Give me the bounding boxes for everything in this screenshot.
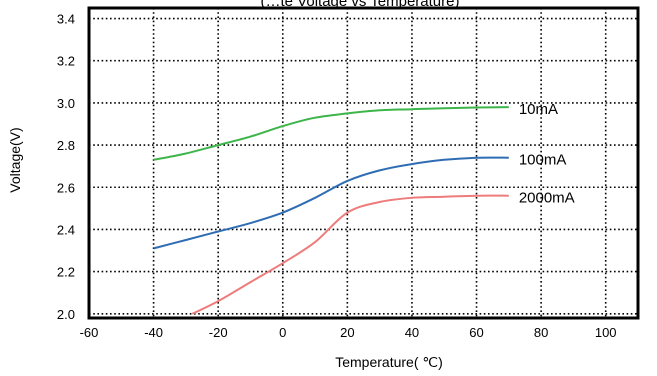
series-label-10mA: 10mA — [519, 101, 558, 118]
series-labels: 10mA 100mA 2000mA — [519, 101, 575, 207]
x-tick-label: 60 — [469, 325, 483, 340]
x-tick-label: -20 — [209, 325, 228, 340]
y-tick-label: 2.8 — [57, 138, 75, 153]
x-tick-label: 0 — [279, 325, 286, 340]
y-tick-label: 3.4 — [57, 12, 75, 27]
series-label-100mA: 100mA — [519, 152, 567, 169]
x-tick-label: 40 — [405, 325, 419, 340]
plot-frame — [87, 6, 640, 320]
tick-labels: -60 -40 -20 0 20 40 60 80 100 2.0 2.2 2.4 2.6 2.8 3.0 3… — [57, 12, 617, 340]
y-tick-label: 2.0 — [57, 307, 75, 322]
y-axis-title: Voltage(V) — [7, 127, 23, 192]
grid — [89, 8, 638, 318]
x-tick-label: -60 — [80, 325, 99, 340]
x-tick-label: 20 — [340, 325, 354, 340]
x-tick-label: -40 — [144, 325, 163, 340]
y-tick-label: 3.2 — [57, 54, 75, 69]
series-line-2000mA — [191, 194, 509, 315]
series-lines — [153, 106, 509, 315]
y-tick-label: 2.4 — [57, 222, 75, 237]
x-tick-label: 100 — [595, 325, 617, 340]
series-label-2000mA: 2000mA — [519, 190, 575, 207]
series-line-10mA — [153, 106, 509, 161]
y-tick-label: 2.6 — [57, 180, 75, 195]
y-tick-label: 3.0 — [57, 96, 75, 111]
y-tick-label: 2.2 — [57, 265, 75, 280]
chart-title: (…te Voltage vs Temperature) — [261, 0, 460, 10]
x-axis-title: Temperature( ℃) — [335, 354, 443, 370]
x-tick-label: 80 — [534, 325, 548, 340]
series-line-100mA — [153, 156, 509, 250]
